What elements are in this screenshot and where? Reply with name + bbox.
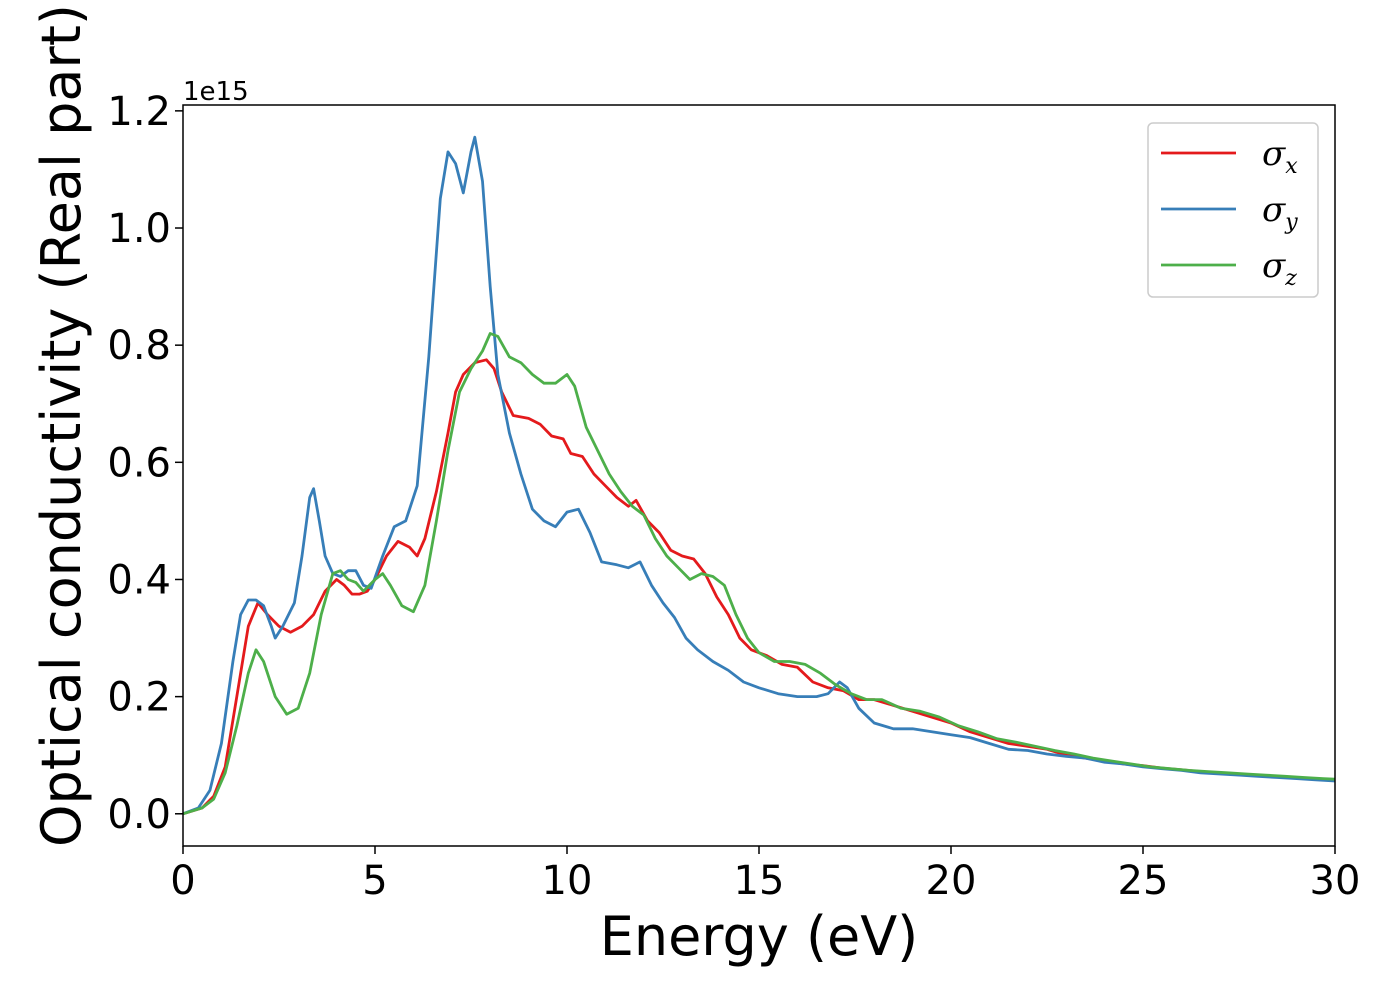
legend-label-x: σx: [1262, 134, 1298, 179]
legend-label-y: σy: [1262, 190, 1298, 235]
y-tick-label: 0.6: [107, 440, 171, 486]
series-line-y: [183, 135, 1335, 816]
y-axis-label: Optical conductivity (Real part): [30, 4, 93, 847]
x-tick-label: 0: [170, 858, 195, 904]
y-tick-label: 1.2: [107, 89, 171, 135]
y-tick-label: 0.0: [107, 792, 171, 838]
y-axis-ticks: 0.0 0.2 0.4 0.6 0.8 1.0 1.2: [107, 89, 183, 838]
x-tick-label: 10: [542, 858, 593, 904]
y-tick-label: 0.4: [107, 557, 171, 603]
y-tick-label: 0.2: [107, 675, 171, 721]
series-line-x: [183, 358, 1335, 816]
legend-label-z: σz: [1262, 246, 1297, 291]
y-tick-label: 1.0: [107, 206, 171, 252]
series-line-z: [183, 332, 1335, 816]
x-tick-label: 25: [1118, 858, 1169, 904]
y-tick-label: 0.8: [107, 323, 171, 369]
x-tick-label: 15: [734, 858, 785, 904]
legend: σx σy σz: [1147, 122, 1319, 298]
x-axis-label: Energy (eV): [600, 905, 919, 968]
y-axis-offset-label: 1e15: [183, 77, 249, 107]
x-axis-ticks: 0 5 10 15 20 25 30: [170, 846, 1360, 904]
x-tick-label: 5: [362, 858, 387, 904]
x-tick-label: 20: [926, 858, 977, 904]
x-tick-label: 30: [1310, 858, 1361, 904]
series-layer: [183, 135, 1335, 816]
